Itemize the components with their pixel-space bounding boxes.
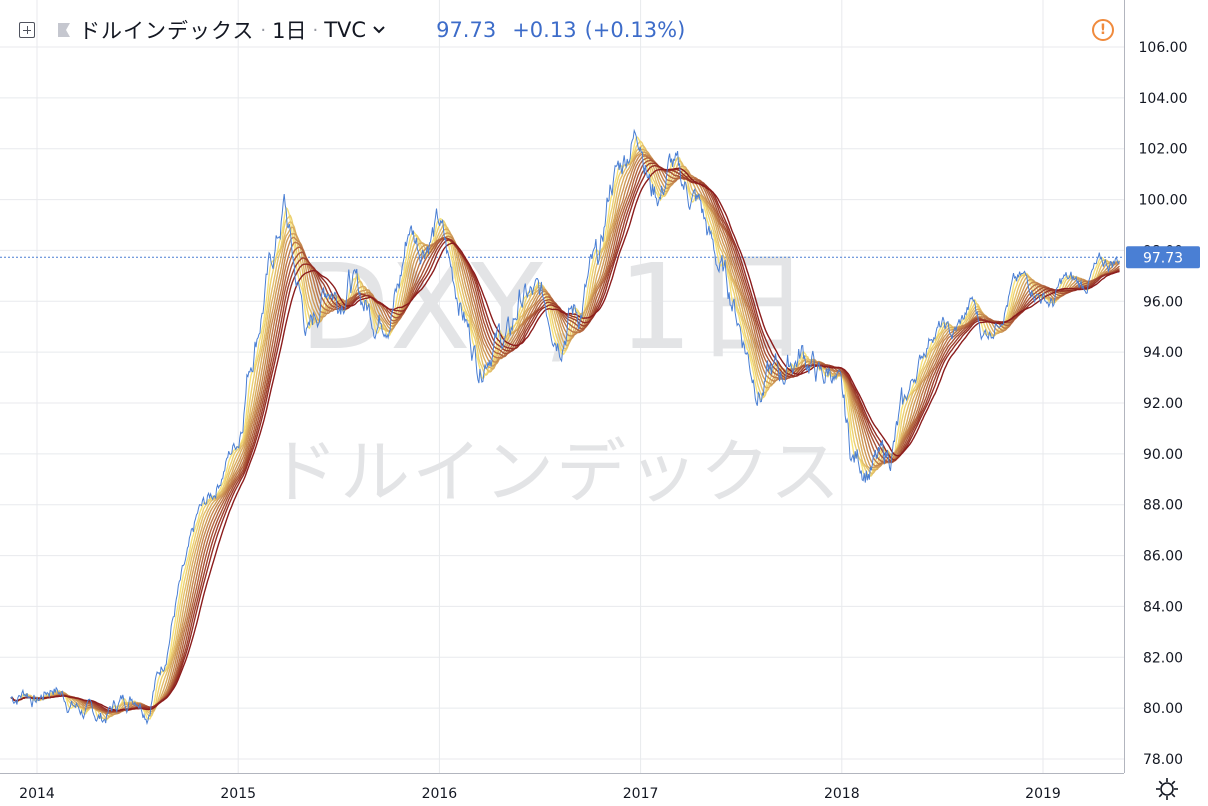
settings-gear-icon[interactable] [1154, 776, 1180, 802]
last-price-label-text: 97.73 [1143, 250, 1183, 266]
plus-square-icon[interactable] [19, 22, 35, 38]
ma-ribbon-line [10, 153, 1120, 715]
y-tick-label: 94.00 [1143, 345, 1183, 361]
y-tick-label: 90.00 [1143, 447, 1183, 463]
ma-ribbon-line [10, 140, 1120, 720]
price-change-percent: (+0.13%) [584, 18, 686, 42]
ma-ribbon-line [10, 136, 1120, 721]
y-tick-label: 82.00 [1143, 650, 1183, 666]
ma-ribbon-line [10, 144, 1120, 720]
y-tick-label: 80.00 [1143, 701, 1183, 717]
x-tick-label: 2017 [623, 786, 659, 802]
y-tick-label: 102.00 [1139, 142, 1188, 158]
price-change: +0.13 [512, 18, 577, 42]
x-axis-labels[interactable]: 2014 2015 2016 2017 2018 2019 [19, 786, 1061, 802]
ma-ribbon-line [10, 159, 1120, 713]
ma-ribbon-line [10, 167, 1120, 712]
y-tick-label: 88.00 [1143, 498, 1183, 514]
x-tick-label: 2019 [1025, 786, 1061, 802]
ma-ribbon [10, 136, 1120, 721]
x-tick-label: 2015 [220, 786, 256, 802]
y-tick-label: 84.00 [1143, 599, 1183, 615]
y-tick-label: 106.00 [1139, 40, 1188, 56]
price-line-layer [10, 128, 1120, 726]
x-tick-label: 2016 [422, 786, 458, 802]
last-price-label-bg [1126, 246, 1200, 269]
ma-ribbon-line [10, 155, 1120, 714]
x-tick-label: 2014 [19, 786, 55, 802]
y-tick-label: 96.00 [1143, 294, 1183, 310]
chevron-down-icon[interactable] [372, 25, 386, 35]
separator: · [312, 19, 319, 41]
last-price: 97.73 [436, 18, 497, 42]
x-tick-label: 2018 [824, 786, 860, 802]
ma-ribbon-line [10, 151, 1120, 716]
interval-label[interactable]: 1日 [272, 19, 307, 43]
last-price-label: 97.73 [1126, 246, 1200, 269]
flag-icon[interactable] [57, 22, 71, 38]
source-label[interactable]: TVC [324, 18, 367, 42]
y-tick-label: 78.00 [1143, 752, 1183, 768]
y-tick-label: 104.00 [1139, 91, 1188, 107]
chart-grid [0, 0, 1124, 773]
y-tick-label: 86.00 [1143, 549, 1183, 565]
symbol-name[interactable]: ドルインデックス [79, 19, 255, 43]
y-tick-label: 92.00 [1143, 396, 1183, 412]
alert-icon[interactable]: ! [1092, 19, 1114, 41]
price-line [10, 128, 1120, 726]
chart-legend-header: ドルインデックス · 1日 · TVC 97.73 +0.13 (+0.13%) [0, 12, 685, 48]
ma-ribbon-line [10, 162, 1120, 712]
ma-ribbon-line [10, 157, 1120, 714]
watermark-name: ドルインデックス [268, 431, 842, 513]
y-tick-label: 100.00 [1139, 193, 1188, 209]
separator: · [260, 19, 267, 41]
y-axis-labels[interactable]: 78.00 80.00 82.00 84.00 86.00 88.00 90.00 92.00… [1139, 40, 1188, 768]
